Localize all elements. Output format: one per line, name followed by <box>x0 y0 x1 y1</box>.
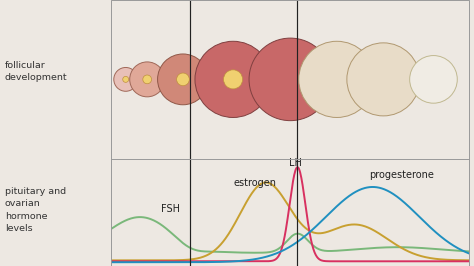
Ellipse shape <box>299 41 375 118</box>
Text: FSH: FSH <box>162 204 181 214</box>
Ellipse shape <box>143 75 152 84</box>
Text: LH: LH <box>289 158 301 168</box>
Text: progesterone: progesterone <box>369 170 434 180</box>
Ellipse shape <box>224 70 243 89</box>
Text: pituitary and
ovarian
hormone
levels: pituitary and ovarian hormone levels <box>5 187 66 234</box>
Ellipse shape <box>157 54 209 105</box>
Ellipse shape <box>195 41 271 118</box>
Ellipse shape <box>130 62 164 97</box>
Ellipse shape <box>347 43 420 116</box>
Ellipse shape <box>177 73 189 86</box>
Ellipse shape <box>114 68 137 91</box>
Text: follicular
development: follicular development <box>5 61 67 82</box>
Ellipse shape <box>123 76 128 82</box>
Text: estrogen: estrogen <box>233 178 276 188</box>
Ellipse shape <box>249 38 332 121</box>
Ellipse shape <box>410 56 457 103</box>
